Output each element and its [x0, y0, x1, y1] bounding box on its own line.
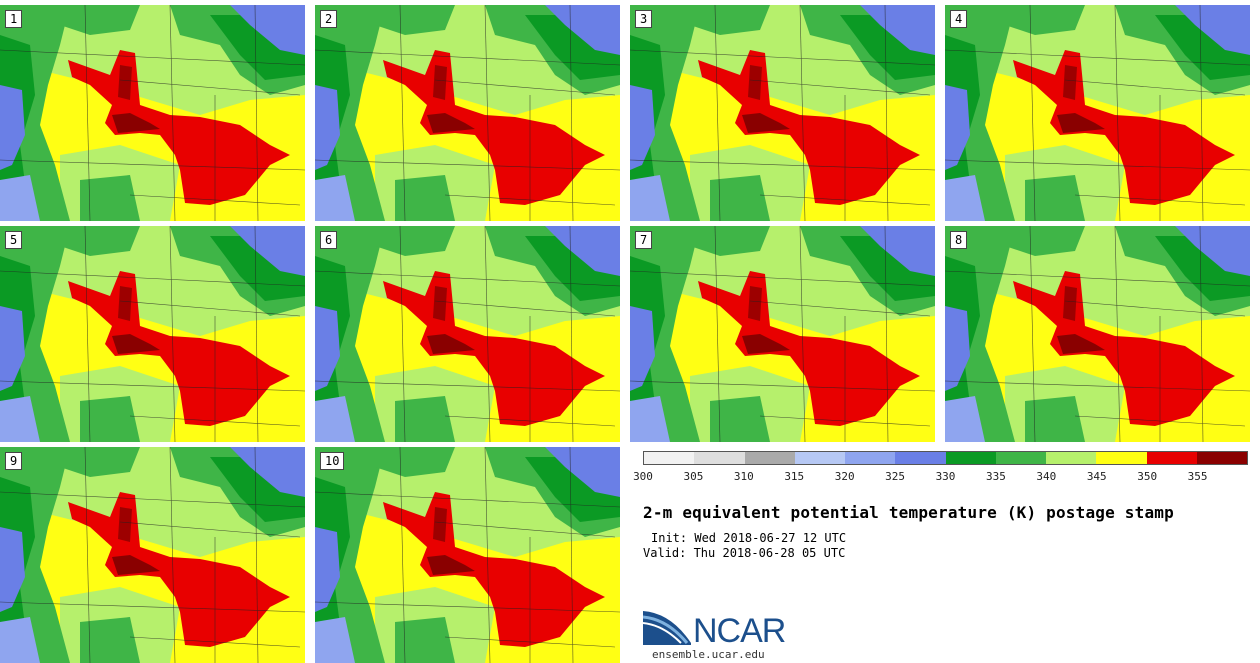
valid-time: Valid: Thu 2018-06-28 05 UTC: [643, 546, 846, 560]
panel-number: 9: [5, 452, 23, 470]
map-panel: 7: [630, 226, 935, 442]
colorbar-tick-label: 310: [733, 470, 754, 483]
logo-url: ensemble.ucar.edu: [652, 648, 765, 661]
logo-text: NCAR: [693, 612, 786, 650]
colorbar-segment: [744, 452, 795, 464]
panel-number: 2: [320, 10, 338, 28]
panel-number: 10: [320, 452, 345, 470]
colorbar-tick-label: 350: [1137, 470, 1158, 483]
colorbar-segment: [1096, 452, 1147, 464]
map-panel: 1: [0, 5, 305, 221]
colorbar-labels: 300 305 310 315 320 325 330 335 340 345 350 355: [633, 470, 1248, 484]
colorbar-tick-label: 300: [633, 470, 653, 483]
colorbar-tick-label: 355: [1187, 470, 1208, 483]
init-time: Init: Wed 2018-06-27 12 UTC: [651, 531, 847, 545]
figure-title: 2-m equivalent potential temperature (K)…: [643, 503, 1174, 522]
panel-number: 6: [320, 231, 338, 249]
map-panel: 9: [0, 447, 305, 663]
panel-number: 8: [950, 231, 968, 249]
panel-number: 1: [5, 10, 23, 28]
map-panel: 4: [945, 5, 1250, 221]
colorbar-segment: [794, 452, 845, 464]
colorbar-tick-label: 320: [834, 470, 855, 483]
colorbar-tick-label: 345: [1086, 470, 1107, 483]
panel-number: 3: [635, 10, 653, 28]
colorbar-segment: [1196, 452, 1247, 464]
colorbar: [643, 451, 1248, 465]
colorbar-segment: [1146, 452, 1197, 464]
colorbar-segment: [895, 452, 946, 464]
panel-number: 7: [635, 231, 653, 249]
map-panel: 5: [0, 226, 305, 442]
colorbar-segment: [644, 452, 695, 464]
colorbar-tick-label: 305: [683, 470, 704, 483]
panel-number: 4: [950, 10, 968, 28]
colorbar-tick-label: 330: [935, 470, 956, 483]
colorbar-segment: [995, 452, 1046, 464]
colorbar-tick-label: 335: [985, 470, 1006, 483]
map-panel: 2: [315, 5, 620, 221]
map-panel: 3: [630, 5, 935, 221]
map-panel: 8: [945, 226, 1250, 442]
colorbar-tick-label: 325: [885, 470, 906, 483]
colorbar-tick-label: 340: [1036, 470, 1057, 483]
colorbar-segment: [694, 452, 745, 464]
colorbar-segment: [845, 452, 896, 464]
map-panel: 6: [315, 226, 620, 442]
map-panel: 10: [315, 447, 620, 663]
colorbar-tick-label: 315: [784, 470, 805, 483]
colorbar-segment: [1046, 452, 1097, 464]
colorbar-segment: [945, 452, 996, 464]
ncar-logo-icon: [643, 609, 691, 645]
panel-number: 5: [5, 231, 23, 249]
